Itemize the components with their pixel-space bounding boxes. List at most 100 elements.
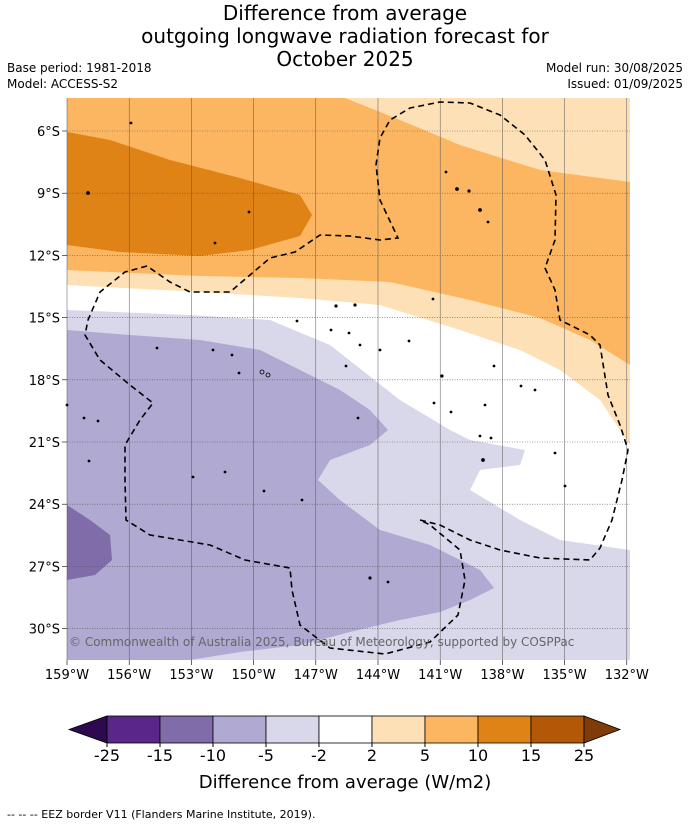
band-10-15 bbox=[67, 132, 312, 256]
lon-tick-label: 159°W bbox=[45, 668, 89, 683]
island bbox=[563, 484, 567, 488]
island bbox=[483, 403, 487, 407]
island bbox=[259, 369, 265, 375]
lat-tick-label: 12°S bbox=[29, 249, 60, 264]
colorbar-label: -10 bbox=[200, 746, 226, 765]
base-period: Base period: 1981-2018 bbox=[7, 61, 152, 75]
island bbox=[334, 304, 338, 308]
lat-tick-label: 18°S bbox=[29, 374, 60, 389]
island bbox=[553, 451, 557, 455]
island bbox=[455, 187, 459, 191]
island bbox=[431, 297, 435, 301]
lon-tick-label: 144°W bbox=[356, 668, 400, 683]
band-minus10-minus5 bbox=[67, 330, 494, 660]
title-line-2: outgoing longwave radiation forecast for bbox=[141, 24, 549, 48]
island bbox=[300, 498, 304, 502]
lat-tick-label: 27°S bbox=[29, 560, 60, 575]
lon-tick-label: 153°W bbox=[169, 668, 213, 683]
latitude-labels: 6°S 9°S 12°S 15°S 18°S 21°S 24°S 27°S 30°S bbox=[29, 125, 60, 638]
island bbox=[155, 346, 159, 350]
island bbox=[96, 419, 100, 423]
colorbar-label: 5 bbox=[420, 746, 430, 765]
island bbox=[295, 319, 299, 323]
island bbox=[211, 348, 215, 352]
grid-lines bbox=[62, 98, 630, 665]
lat-tick-label: 21°S bbox=[29, 436, 60, 451]
colorbar-label: 15 bbox=[521, 746, 541, 765]
colorbar-low-extend bbox=[67, 715, 108, 744]
island bbox=[489, 436, 493, 440]
island bbox=[378, 348, 382, 352]
colorbar-label: 10 bbox=[468, 746, 488, 765]
band-minus15-minus10 bbox=[67, 505, 112, 580]
island bbox=[230, 353, 234, 357]
lat-tick-label: 15°S bbox=[29, 312, 60, 327]
island bbox=[129, 121, 133, 125]
island bbox=[347, 331, 351, 335]
colorbar-swatch bbox=[106, 715, 161, 744]
colorbar-swatch bbox=[318, 715, 373, 744]
lat-tick-label: 24°S bbox=[29, 498, 60, 513]
lat-tick-label: 9°S bbox=[37, 187, 60, 202]
colorbar-swatch bbox=[477, 715, 532, 744]
issued-date: Issued: 01/09/2025 bbox=[567, 77, 683, 91]
island bbox=[368, 576, 372, 580]
islands bbox=[65, 121, 567, 584]
colorbar-swatch bbox=[265, 715, 320, 744]
lat-tick-label: 6°S bbox=[37, 125, 60, 140]
band-5-10 bbox=[67, 98, 630, 365]
colorbar-label: -25 bbox=[94, 746, 120, 765]
island bbox=[329, 328, 333, 332]
island bbox=[356, 416, 360, 420]
colorbar: -25 -15 -10 -5 -2 2 5 10 15 25 bbox=[67, 715, 622, 765]
island bbox=[449, 410, 453, 414]
longitude-labels: 159°W 156°W 153°W 150°W 147°W 144°W 141°W 138°W… bbox=[45, 668, 649, 683]
colorbar-label: 25 bbox=[574, 746, 594, 765]
colorbar-swatch bbox=[424, 715, 479, 744]
island bbox=[444, 170, 448, 174]
lon-tick-label: 138°W bbox=[480, 668, 524, 683]
island bbox=[265, 372, 271, 378]
island bbox=[467, 189, 471, 193]
island bbox=[247, 210, 251, 214]
island bbox=[386, 580, 390, 584]
colorbar-label: 2 bbox=[367, 746, 377, 765]
anomaly-field bbox=[67, 98, 630, 660]
island bbox=[213, 241, 217, 245]
island bbox=[440, 374, 444, 378]
island bbox=[486, 220, 490, 224]
colorbar-swatch bbox=[371, 715, 426, 744]
island bbox=[191, 475, 195, 479]
island bbox=[86, 191, 90, 195]
island bbox=[492, 364, 496, 368]
chart-title: Difference from average outgoing longwav… bbox=[0, 2, 690, 71]
lon-tick-label: 147°W bbox=[294, 668, 338, 683]
title-line-1: Difference from average bbox=[222, 1, 468, 25]
island bbox=[478, 434, 482, 438]
colorbar-swatch bbox=[530, 715, 585, 744]
colorbar-high-extend bbox=[583, 715, 622, 744]
model-info: Base period: 1981-2018 Model: ACCESS-S2 bbox=[7, 60, 152, 92]
eez-border bbox=[84, 101, 629, 655]
island bbox=[344, 364, 348, 368]
eez-border-east bbox=[146, 101, 629, 561]
island bbox=[478, 208, 482, 212]
colorbar-label: -5 bbox=[258, 746, 274, 765]
island bbox=[223, 470, 227, 474]
island bbox=[432, 401, 436, 405]
island bbox=[262, 489, 266, 493]
eez-border-west bbox=[84, 265, 466, 655]
eez-legend: -- -- -- EEZ border V11 (Flanders Marine… bbox=[7, 808, 316, 821]
lon-tick-label: 141°W bbox=[418, 668, 462, 683]
colorbar-swatch bbox=[212, 715, 267, 744]
island bbox=[87, 459, 91, 463]
island bbox=[353, 303, 357, 307]
colorbar-swatch bbox=[159, 715, 214, 744]
lon-tick-label: 132°W bbox=[605, 668, 649, 683]
copyright-text: © Commonwealth of Australia 2025, Bureau… bbox=[69, 635, 574, 649]
title-line-3: October 2025 bbox=[276, 47, 414, 71]
run-info: Model run: 30/08/2025 Issued: 01/09/2025 bbox=[546, 60, 683, 92]
island bbox=[481, 458, 485, 462]
island bbox=[407, 339, 411, 343]
